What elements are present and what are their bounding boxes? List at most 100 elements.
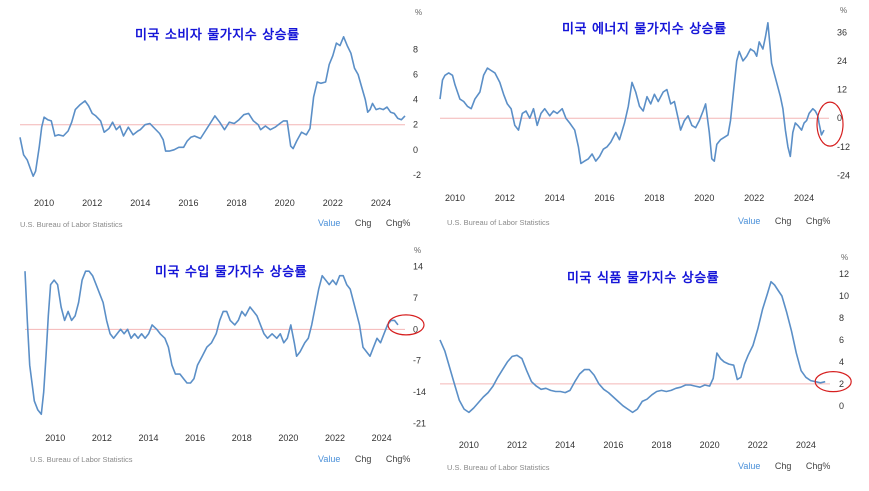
unit-label: % [841,253,848,262]
x-tick-label: 2022 [325,433,345,443]
energy-chart-panel: 미국 에너지 물가지수 상승률 % 36 24 12 0 -12 -24 2010 2012 20… [430,0,869,240]
y-tick-label: -14 [413,387,426,397]
tab-chg[interactable]: Chg [354,454,372,464]
highlight-circle [816,101,844,147]
y-tick-label: 0 [839,401,844,411]
x-tick-label: 2010 [445,193,465,203]
tab-value[interactable]: Value [738,216,761,226]
y-tick-label: 8 [413,44,418,54]
x-tick-label: 2014 [555,440,575,450]
y-tick-label: 6 [839,335,844,345]
tab-chg-percent[interactable]: Chg% [385,218,411,228]
chart-title: 미국 식품 물가지수 상승률 [567,271,720,286]
x-tick-label: 2024 [796,440,816,450]
x-tick-label: 2016 [178,198,198,208]
x-tick-label: 2012 [82,198,102,208]
x-tick-label: 2014 [545,193,565,203]
chart-title: 미국 소비자 물가지수 상승률 [135,28,300,43]
cpi-line-chart: % 8 6 4 2 0 -2 2010 2012 2014 2016 2018 2020 2022 2024 [19,8,422,208]
x-tick-label: 2016 [595,193,615,203]
x-tick-label: 2022 [323,198,343,208]
y-tick-label: -21 [413,418,426,428]
x-tick-label: 2018 [227,198,247,208]
x-tick-label: 2010 [45,433,65,443]
x-tick-label: 2016 [603,440,623,450]
y-tick-label: 0 [837,113,842,123]
x-tick-label: 2018 [651,440,671,450]
y-tick-label: 6 [413,69,418,79]
import-line-chart: % 14 7 0 -7 -14 -21 2010 2012 2014 2016 2018 2020 202… [24,246,426,443]
source-label: U.S. Bureau of Labor Statistics [447,463,550,472]
x-tick-label: 2024 [372,433,392,443]
x-tick-label: 2012 [92,433,112,443]
x-tick-label: 2018 [644,193,664,203]
cpi-chart-panel: 미국 소비자 물가지수 상승률 % 8 6 4 2 0 -2 2010 2012 2014 2016… [0,0,430,240]
tab-chg-percent[interactable]: Chg% [805,216,831,226]
y-tick-label: 4 [413,95,418,105]
y-tick-label: 12 [839,269,849,279]
y-tick-label: 8 [839,313,844,323]
unit-label: % [414,246,421,255]
import-chart-panel: 미국 수입 물가지수 상승률 % 14 7 0 -7 -14 -21 2010 2012 2014… [0,245,430,491]
series-line [439,22,825,165]
x-tick-label: 2020 [275,198,295,208]
food-line-chart: % 12 10 8 6 4 2 0 2010 2012 2014 2016 2018 2020 2022 20… [439,253,852,450]
view-tabs: Value Chg Chg% [318,218,410,228]
y-tick-label: 2 [839,379,844,389]
x-tick-label: 2014 [130,198,150,208]
y-tick-label: 14 [413,262,423,272]
y-tick-label: -12 [837,142,850,152]
source-label: U.S. Bureau of Labor Statistics [30,455,133,464]
y-tick-label: 4 [839,357,844,367]
x-tick-label: 2022 [748,440,768,450]
source-label: U.S. Bureau of Labor Statistics [20,220,123,229]
view-tabs: Value Chg Chg% [738,461,830,471]
view-tabs: Value Chg Chg% [738,216,830,226]
tab-chg-percent[interactable]: Chg% [385,454,411,464]
x-tick-label: 2016 [185,433,205,443]
unit-label: % [415,8,422,17]
tab-value[interactable]: Value [738,461,761,471]
y-tick-label: 2 [413,120,418,130]
x-tick-label: 2024 [371,198,391,208]
y-tick-label: -2 [413,170,421,180]
tab-chg-percent[interactable]: Chg% [805,461,831,471]
series-line [24,270,399,416]
tab-value[interactable]: Value [318,454,341,464]
highlight-circle [387,314,425,336]
series-line [19,36,406,177]
x-tick-label: 2012 [495,193,515,203]
x-tick-label: 2012 [507,440,527,450]
y-tick-label: 7 [413,293,418,303]
y-tick-label: 0 [413,145,418,155]
x-tick-label: 2022 [744,193,764,203]
y-tick-label: 36 [837,27,847,37]
y-tick-label: -24 [837,170,850,180]
food-chart-panel: 미국 식품 물가지수 상승률 % 12 10 8 6 4 2 0 2010 2012 2014 201… [430,245,869,491]
tab-chg[interactable]: Chg [354,218,372,228]
unit-label: % [840,6,847,15]
chart-title: 미국 수입 물가지수 상승률 [155,265,308,280]
x-tick-label: 2024 [794,193,814,203]
x-tick-label: 2020 [700,440,720,450]
x-tick-label: 2020 [694,193,714,203]
chart-title: 미국 에너지 물가지수 상승률 [562,22,727,37]
x-tick-label: 2014 [139,433,159,443]
x-tick-label: 2020 [278,433,298,443]
x-tick-label: 2018 [232,433,252,443]
view-tabs: Value Chg Chg% [318,454,410,464]
energy-line-chart: % 36 24 12 0 -12 -24 2010 2012 2014 2016 2018 2020 20… [439,6,850,203]
y-tick-label: 10 [839,291,849,301]
tab-value[interactable]: Value [318,218,341,228]
y-tick-label: -7 [413,356,421,366]
tab-chg[interactable]: Chg [774,216,792,226]
source-label: U.S. Bureau of Labor Statistics [447,218,550,227]
tab-chg[interactable]: Chg [774,461,792,471]
y-tick-label: 0 [413,324,418,334]
y-tick-label: 12 [837,85,847,95]
y-tick-label: 24 [837,56,847,66]
x-tick-label: 2010 [459,440,479,450]
highlight-circle [814,371,852,393]
x-tick-label: 2010 [34,198,54,208]
series-line [439,280,826,414]
